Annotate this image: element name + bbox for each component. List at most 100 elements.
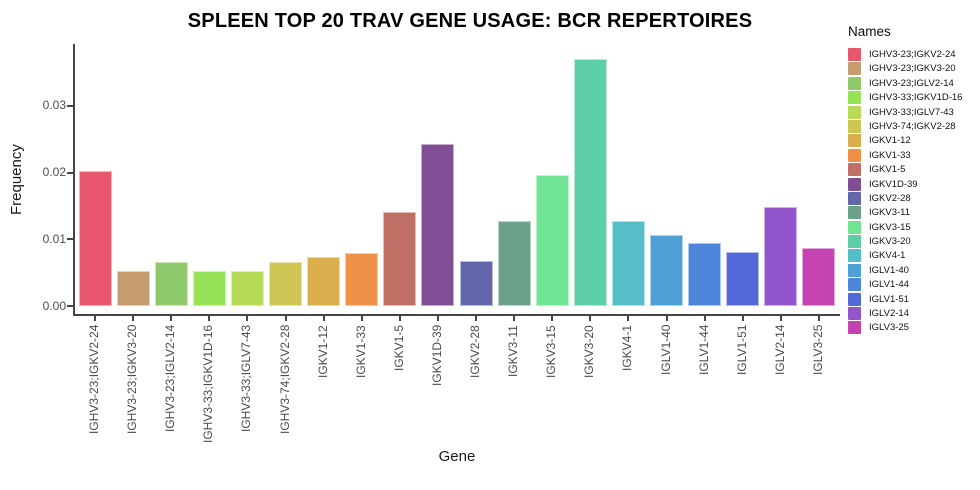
bar-IGKV1-5	[383, 211, 417, 306]
x-tick-mark	[741, 316, 744, 321]
legend-label: IGKV3-20	[869, 236, 911, 248]
x-tick-label: IGLV3-25	[810, 325, 825, 376]
x-tick-mark	[360, 316, 363, 321]
x-tick-mark	[513, 316, 516, 321]
y-tick-label: 0.02	[42, 165, 66, 180]
legend-item: IGHV3-33;IGKV1D-16	[848, 91, 962, 105]
legend-swatch	[848, 134, 861, 148]
y-tick-label: 0.01	[42, 231, 66, 246]
legend-swatch	[848, 191, 861, 205]
x-tick-label: IGKV4-1	[620, 325, 635, 372]
x-tick-label: IGHV3-23;IGLV2-14	[163, 325, 178, 433]
x-axis-title: Gene	[438, 448, 476, 465]
legend-swatch	[848, 321, 861, 335]
x-tick-mark	[779, 316, 782, 321]
legend-item: IGHV3-23;IGKV3-20	[848, 62, 962, 76]
x-tick-label: IGLV2-14	[772, 325, 787, 376]
legend-item: IGHV3-33;IGLV7-43	[848, 105, 962, 119]
x-tick-mark	[627, 316, 630, 321]
x-tick-mark	[284, 316, 287, 321]
legend-swatch	[848, 278, 861, 292]
legend-label: IGHV3-74;IGKV2-28	[869, 120, 956, 132]
legend-label: IGHV3-23;IGLV2-14	[869, 77, 954, 89]
legend-swatch	[848, 163, 861, 177]
x-tick-label: IGHV3-33;IGLV7-43	[239, 325, 254, 433]
x-tick-mark	[94, 316, 97, 321]
y-tick-label: 0.03	[42, 98, 66, 113]
legend-swatch	[848, 292, 861, 306]
legend-label: IGKV4-1	[869, 250, 906, 262]
legend-swatch	[848, 105, 861, 119]
legend-swatch	[848, 235, 861, 249]
x-tick-mark	[398, 316, 401, 321]
legend-item: IGKV1D-39	[848, 177, 962, 191]
x-tick-label: IGKV1-5	[391, 325, 406, 372]
x-tick-label: IGKV1-33	[353, 325, 368, 378]
legend-item: IGHV3-23;IGKV2-24	[848, 48, 962, 61]
legend-item: IGKV1-5	[848, 163, 962, 177]
y-axis-title: Frequency	[8, 144, 25, 216]
legend-item: IGLV3-25	[848, 321, 962, 335]
legend-swatch	[848, 119, 861, 133]
x-tick-mark	[132, 316, 135, 321]
legend-swatch	[848, 307, 861, 321]
y-tick-mark	[67, 171, 73, 174]
bar-IGHV3-23;IGKV2-24	[78, 171, 112, 306]
bar-IGHV3-74;IGKV2-28	[269, 261, 303, 306]
legend-label: IGKV2-28	[869, 192, 911, 204]
legend-item: IGKV2-28	[848, 191, 962, 205]
x-tick-label: IGKV3-11	[506, 325, 521, 377]
x-tick-mark	[817, 316, 820, 321]
bar-IGHV3-23;IGLV2-14	[154, 261, 188, 306]
x-tick-label: IGHV3-74;IGKV2-28	[277, 325, 292, 435]
chart-title: SPLEEN TOP 20 TRAV GENE USAGE: BCR REPER…	[187, 10, 753, 32]
legend-label: IGLV1-51	[869, 293, 909, 305]
x-tick-mark	[703, 316, 706, 321]
legend-swatch	[848, 177, 861, 191]
x-tick-label: IGKV2-28	[468, 325, 483, 378]
x-tick-label: IGKV1D-39	[429, 325, 444, 387]
legend-label: IGKV1-12	[869, 135, 911, 147]
bar-IGKV3-11	[497, 220, 531, 306]
legend-label: IGKV1-5	[869, 164, 906, 176]
x-tick-label: IGKV1-12	[315, 325, 330, 378]
legend-label: IGKV1D-39	[869, 178, 918, 190]
legend-label: IGKV1-33	[869, 149, 911, 161]
legend-item: IGHV3-74;IGKV2-28	[848, 119, 962, 133]
x-axis-line	[73, 314, 840, 316]
x-tick-mark	[170, 316, 173, 321]
y-tick-mark	[67, 104, 73, 107]
y-axis-line	[73, 44, 75, 316]
legend-label: IGLV2-14	[869, 308, 909, 320]
x-tick-label: IGLV1-40	[658, 325, 673, 376]
legend-item: IGKV1-12	[848, 134, 962, 148]
legend: Names IGHV3-23;IGKV2-24 IGHV3-23;IGKV3-20…	[848, 24, 962, 335]
bar-IGLV1-44	[688, 243, 722, 306]
bar-IGHV3-23;IGKV3-20	[116, 270, 150, 306]
legend-item: IGLV2-14	[848, 307, 962, 321]
legend-item: IGLV1-40	[848, 263, 962, 277]
y-tick-mark	[67, 238, 73, 241]
y-tick-label: 0.00	[42, 298, 66, 313]
legend-title: Names	[848, 24, 891, 39]
legend-label: IGHV3-23;IGKV2-24	[869, 49, 956, 60]
bar-IGKV1-33	[345, 252, 379, 306]
legend-swatch	[848, 76, 861, 90]
bar-IGLV1-40	[650, 234, 684, 306]
bar-IGKV4-1	[611, 220, 645, 306]
legend-item: IGLV1-44	[848, 278, 962, 292]
legend-item: IGKV3-11	[848, 206, 962, 220]
x-tick-label: IGLV1-51	[734, 325, 749, 376]
x-tick-label: IGHV3-23;IGKV3-20	[125, 325, 140, 435]
legend-label: IGLV1-44	[869, 279, 909, 291]
legend-swatch	[848, 62, 861, 76]
x-tick-mark	[208, 316, 211, 321]
bar-IGKV3-20	[573, 58, 607, 306]
legend-swatch	[848, 249, 861, 263]
x-tick-label: IGKV3-20	[582, 325, 597, 378]
legend-item: IGKV4-1	[848, 249, 962, 263]
legend-items: IGHV3-23;IGKV2-24 IGHV3-23;IGKV3-20 IGHV3-…	[848, 48, 962, 335]
legend-swatch	[848, 91, 861, 105]
x-tick-label: IGHV3-23;IGKV2-24	[87, 325, 102, 435]
